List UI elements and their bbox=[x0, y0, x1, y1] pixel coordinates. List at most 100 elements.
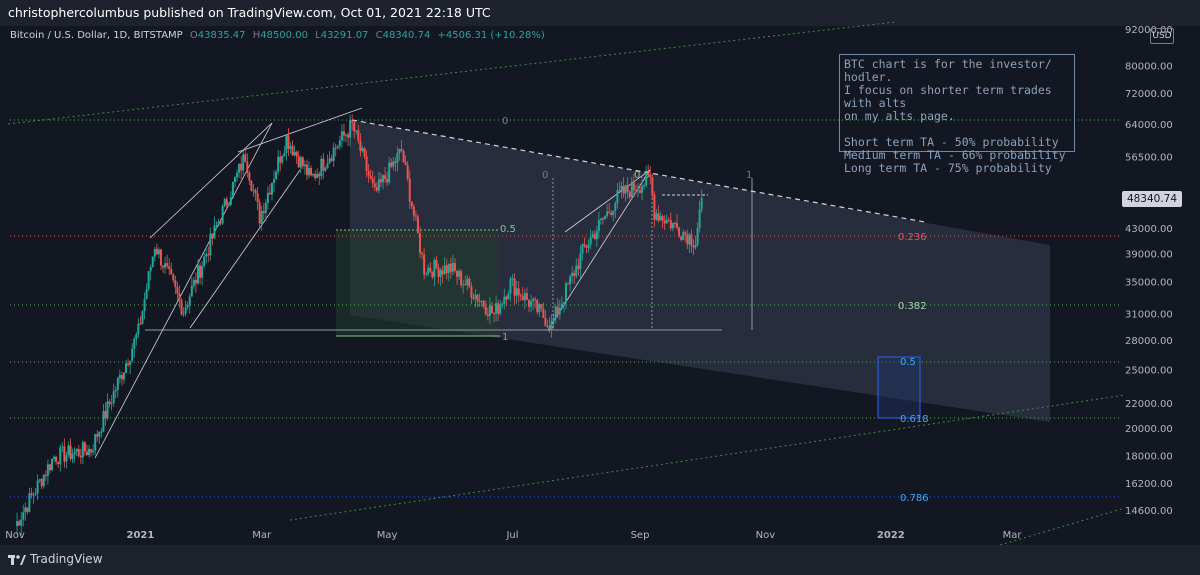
candle-body bbox=[112, 391, 115, 404]
candle-body bbox=[690, 234, 693, 246]
candle-body bbox=[536, 299, 539, 313]
candle-body bbox=[451, 263, 454, 272]
candle-body bbox=[657, 213, 660, 221]
annotation-note[interactable]: BTC chart is for the investor/ hodler. I… bbox=[839, 54, 1075, 175]
y-tick-label: 92000.00 bbox=[1125, 25, 1173, 36]
candle-body bbox=[182, 313, 185, 315]
candle-body bbox=[425, 273, 428, 275]
candle-body bbox=[495, 303, 498, 314]
x-tick-label: 2022 bbox=[877, 530, 905, 541]
candle-body bbox=[560, 303, 563, 309]
candle-body bbox=[30, 493, 33, 496]
candle-body bbox=[606, 211, 609, 217]
candle-body bbox=[579, 253, 582, 270]
candle-body bbox=[118, 375, 121, 379]
candle-body bbox=[673, 222, 676, 224]
candle-body bbox=[342, 131, 345, 136]
candle-body bbox=[231, 182, 234, 198]
candle-body bbox=[601, 218, 604, 220]
candle-body bbox=[63, 446, 66, 462]
candle-body bbox=[102, 410, 105, 432]
candle-body bbox=[40, 479, 43, 487]
candle-body bbox=[628, 191, 631, 198]
candle-body bbox=[562, 302, 565, 304]
time-axis[interactable]: Nov 2021 Mar May Jul Sep Nov 2022 Mar bbox=[5, 530, 1022, 541]
candle-body bbox=[587, 244, 590, 248]
candle-body bbox=[334, 147, 337, 149]
candle-body bbox=[168, 266, 171, 269]
y-tick-label: 18000.00 bbox=[1125, 451, 1173, 462]
candle-body bbox=[67, 445, 70, 456]
tradingview-brand[interactable]: TradingView bbox=[30, 552, 103, 566]
candle-body bbox=[186, 305, 189, 308]
candle-body bbox=[468, 278, 471, 287]
candle-body bbox=[546, 325, 549, 327]
candle-body bbox=[484, 306, 487, 315]
candle-body bbox=[201, 265, 204, 278]
candle-body bbox=[390, 162, 393, 167]
candle-body bbox=[353, 122, 356, 132]
x-tick-label: Nov bbox=[756, 530, 776, 541]
candle-body bbox=[188, 296, 191, 306]
candle-body bbox=[28, 493, 31, 512]
x-tick-label: May bbox=[377, 530, 398, 541]
candle-body bbox=[127, 363, 130, 365]
candle-body bbox=[414, 215, 417, 217]
note-line-5: Short term TA - 50% probability bbox=[844, 135, 1059, 149]
x-tick-label: Nov bbox=[5, 530, 25, 541]
candle-body bbox=[431, 271, 434, 278]
candle-body bbox=[519, 295, 522, 297]
low-label: L bbox=[315, 30, 321, 41]
candle-body bbox=[412, 206, 415, 216]
y-tick-label: 80000.00 bbox=[1125, 62, 1173, 73]
candle-body bbox=[270, 183, 273, 195]
candle-body bbox=[135, 334, 138, 339]
candle-body bbox=[120, 375, 123, 380]
candle-body bbox=[645, 172, 648, 186]
candle-body bbox=[367, 170, 370, 176]
fib-label-0382: 0.382 bbox=[898, 301, 927, 312]
candle-body bbox=[437, 267, 440, 277]
candle-body bbox=[143, 299, 146, 312]
candle-body bbox=[203, 256, 206, 266]
candle-body bbox=[595, 231, 598, 240]
candle-body bbox=[57, 462, 60, 465]
candle-body bbox=[295, 151, 298, 157]
candle-body bbox=[505, 296, 508, 300]
candle-body bbox=[419, 233, 422, 254]
symbol-name: Bitcoin / U.S. Dollar, 1D, BITSTAMP bbox=[10, 30, 183, 41]
candle-body bbox=[42, 474, 45, 487]
candle-body bbox=[490, 305, 493, 314]
candle-body bbox=[147, 271, 150, 290]
candle-body bbox=[610, 212, 613, 215]
candle-body bbox=[336, 146, 339, 148]
x-tick-label: Mar bbox=[252, 530, 272, 541]
candle-body bbox=[667, 219, 670, 221]
candle-body bbox=[155, 248, 158, 255]
candle-body bbox=[221, 205, 224, 224]
symbol-legend[interactable]: Bitcoin / U.S. Dollar, 1D, BITSTAMP O438… bbox=[10, 30, 549, 41]
candle-body bbox=[406, 165, 409, 179]
candle-body bbox=[564, 283, 567, 303]
candle-body bbox=[567, 283, 570, 285]
candle-body bbox=[365, 156, 368, 171]
candle-body bbox=[174, 280, 177, 287]
candle-body bbox=[32, 494, 35, 496]
price-axis[interactable]: 92000.00 80000.00 72000.00 64000.00 56500.00… bbox=[1125, 25, 1173, 517]
candle-body bbox=[137, 323, 140, 335]
candle-body bbox=[371, 178, 374, 184]
candle-body bbox=[131, 348, 134, 361]
candle-body bbox=[575, 265, 578, 276]
candle-body bbox=[632, 181, 635, 191]
candle-body bbox=[139, 323, 142, 325]
candle-body bbox=[205, 254, 208, 257]
candle-body bbox=[429, 267, 432, 272]
candle-body bbox=[542, 308, 545, 318]
candle-body bbox=[157, 249, 160, 255]
candle-body bbox=[229, 197, 232, 205]
currency-button[interactable]: USD bbox=[1150, 28, 1174, 44]
candle-body bbox=[351, 120, 354, 123]
channel-top-line bbox=[7, 21, 896, 125]
candle-body bbox=[122, 372, 125, 380]
